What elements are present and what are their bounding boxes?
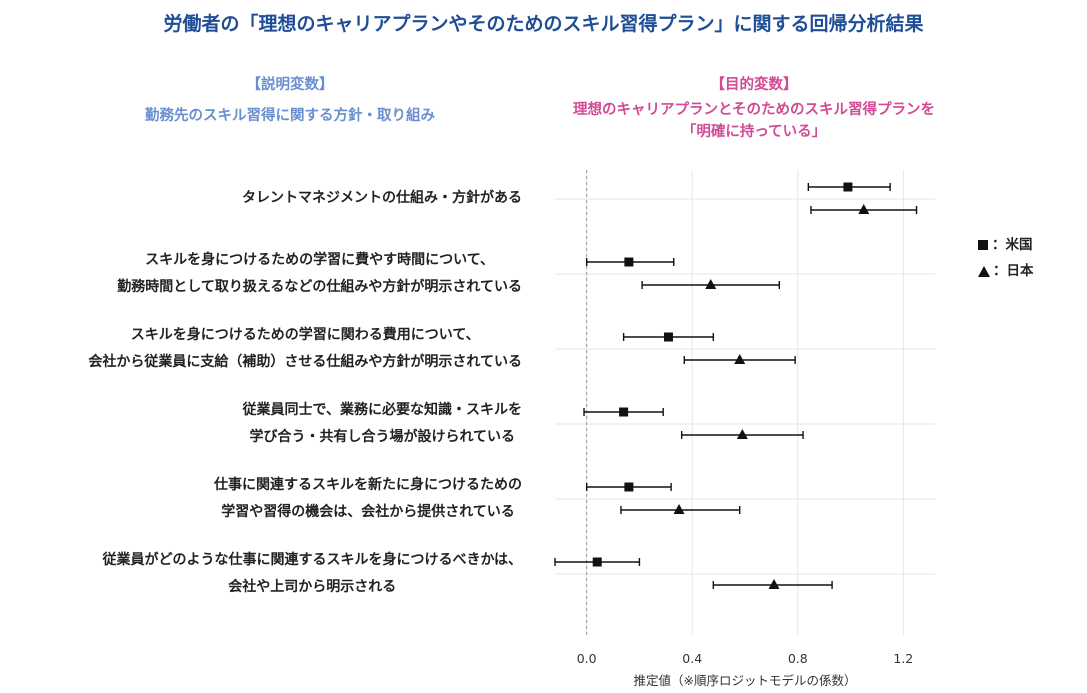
square-marker-icon (978, 240, 988, 250)
row-label-line: スキルを身につけるための学習に関わる費用について、 (130, 326, 480, 343)
point-jp-triangle (858, 204, 870, 214)
point-jp-triangle (705, 279, 717, 289)
x-tick-label: 1.2 (893, 651, 913, 666)
x-tick-label: 0.4 (682, 651, 702, 666)
point-us-square (663, 332, 673, 342)
legend-label-jp: ：日本 (993, 263, 1034, 279)
target-variable-header: 【目的変数】 理想のキャリアプランとそのためのスキル習得プランを 「明確に持って… (520, 74, 988, 143)
row-label: 従業員同士で、業務に必要な知識・スキルを 学び合う・共有し合う場が設けられている (243, 397, 522, 451)
point-jp-triangle (673, 504, 685, 514)
row-label-line: 学習や習得の機会は、会社から提供されている (221, 503, 515, 520)
row-label-line: 勤務時間として取り扱えるなどの仕組みや方針が明示されている (117, 278, 522, 295)
point-us-square (624, 257, 634, 267)
row-label: スキルを身につけるための学習に関わる費用について、会社から従業員に支給（補助）さ… (88, 322, 522, 376)
target-text-line2: 「明確に持っている」 (681, 124, 827, 140)
row-label-line: タレントマネジメントの仕組み・方針がある (242, 190, 522, 206)
point-jp-triangle (736, 429, 748, 439)
row-label: スキルを身につけるための学習に費やす時間について、勤務時間として取り扱えるなどの… (117, 247, 522, 301)
point-jp-triangle (734, 354, 746, 364)
row-label: 仕事に関連するスキルを新たに身につけるための 学習や習得の機会は、会社から提供され… (214, 472, 522, 526)
row-label-line: スキルを身につけるための学習に費やす時間について、 (145, 251, 495, 268)
row-label-line: 会社から従業員に支給（補助）させる仕組みや方針が明示されている (88, 353, 522, 370)
row-label-line: 従業員がどのような仕事に関連するスキルを身につけるべきかは、 (102, 551, 522, 568)
point-jp-triangle (768, 579, 780, 589)
chart-title: 労働者の「理想のキャリアプランやそのためのスキル習得プラン」に関する回帰分析結果 (163, 13, 924, 35)
row-label: 従業員がどのような仕事に関連するスキルを身につけるべきかは、 会社や上司から明示さ… (103, 547, 522, 601)
row-label-line: 学び合う・共有し合う場が設けられている (249, 428, 516, 445)
explanatory-tag: 【説明変数】 (246, 77, 334, 93)
row-label-line: 従業員同士で、業務に必要な知識・スキルを (242, 401, 522, 418)
legend-item-us: ：米国 (978, 232, 1034, 258)
row-label-line: 会社や上司から明示される (228, 578, 397, 595)
legend: ：米国 ：日本 (978, 232, 1034, 284)
x-tick-label: 0.8 (788, 651, 808, 666)
point-us-square (592, 557, 602, 567)
x-axis-label: 推定値（※順序ロジットモデルの係数） (634, 673, 857, 688)
explanatory-text: 勤務先のスキル習得に関する方針・取り組み (145, 108, 435, 124)
row-label: タレントマネジメントの仕組み・方針がある (242, 185, 522, 212)
explanatory-variable-header: 【説明変数】 勤務先のスキル習得に関する方針・取り組み (110, 74, 470, 127)
point-us-square (843, 182, 853, 192)
point-us-square (619, 407, 629, 417)
legend-label-us: ：米国 (992, 237, 1033, 253)
target-tag: 【目的変数】 (710, 77, 798, 93)
target-text-line1: 理想のキャリアプランとそのためのスキル習得プランを (572, 102, 936, 118)
point-us-square (624, 482, 634, 492)
legend-item-jp: ：日本 (978, 258, 1034, 284)
triangle-marker-icon (978, 265, 990, 277)
row-label-line: 仕事に関連するスキルを新たに身につけるための (214, 476, 522, 493)
x-tick-label: 0.0 (577, 651, 597, 666)
